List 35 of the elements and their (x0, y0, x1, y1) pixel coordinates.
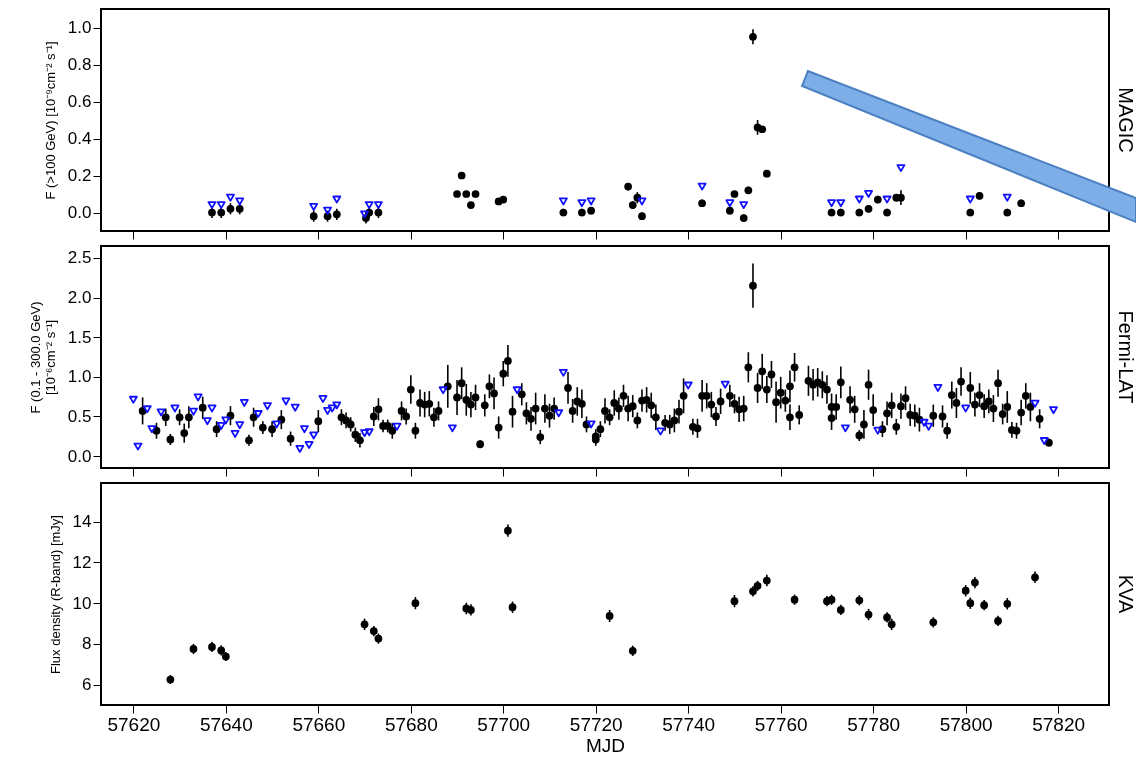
y-tick-label: 2.0 (67, 288, 92, 308)
x-tick-label: 57700 (477, 713, 531, 735)
x-tick-label: 57640 (199, 713, 253, 735)
x-tick-label: 57720 (569, 713, 623, 735)
y-tick-label: 1.0 (67, 367, 92, 387)
y-tick-label: 8 (82, 634, 92, 654)
y2-axis-title: Fermi-LAT (1115, 310, 1136, 404)
y-tick-label: 0.4 (67, 129, 92, 148)
y-tick-label: 10 (72, 593, 92, 613)
x-tick-label: 57760 (754, 713, 808, 735)
y-tick-label: 2.5 (67, 248, 92, 268)
y-tick-label: 6 (82, 675, 92, 695)
y-tick-label: 0.6 (67, 92, 92, 111)
x-tick-label: 57660 (292, 713, 346, 735)
y-tick-label: 1.5 (67, 327, 92, 347)
y2-axis-title: KVA (1115, 574, 1136, 614)
y-tick-label: 0.0 (67, 446, 92, 466)
y-tick-label: 1.0 (67, 18, 92, 37)
y-tick-label: 12 (72, 552, 92, 572)
x-tick-label: 57620 (107, 713, 161, 735)
x-tick-label: 57780 (847, 713, 901, 735)
x-axis-title: MJD (585, 734, 626, 756)
y-tick-label: 0.5 (67, 406, 92, 426)
y-axis-title: F (>100 GeV) [10⁻⁹cm⁻² s⁻¹] (42, 41, 58, 200)
x-tick-label: 57800 (939, 713, 993, 735)
y-axis-title: Flux density (R-band) [mJy] (47, 515, 63, 674)
x-tick-label: 57820 (1032, 713, 1086, 735)
y-tick-label: 0.0 (67, 203, 92, 222)
y2-axis-title: MAGIC (1115, 87, 1136, 153)
y-tick-label: 0.2 (67, 166, 92, 185)
y-axis-title: F (0.1 - 300.0 GeV) [10⁻⁶cm⁻² s⁻¹] (27, 301, 58, 414)
y-tick-label: 0.8 (67, 55, 92, 74)
x-tick-label: 57680 (384, 713, 438, 735)
y-tick-label: 14 (72, 512, 92, 532)
x-tick-label: 57740 (662, 713, 716, 735)
